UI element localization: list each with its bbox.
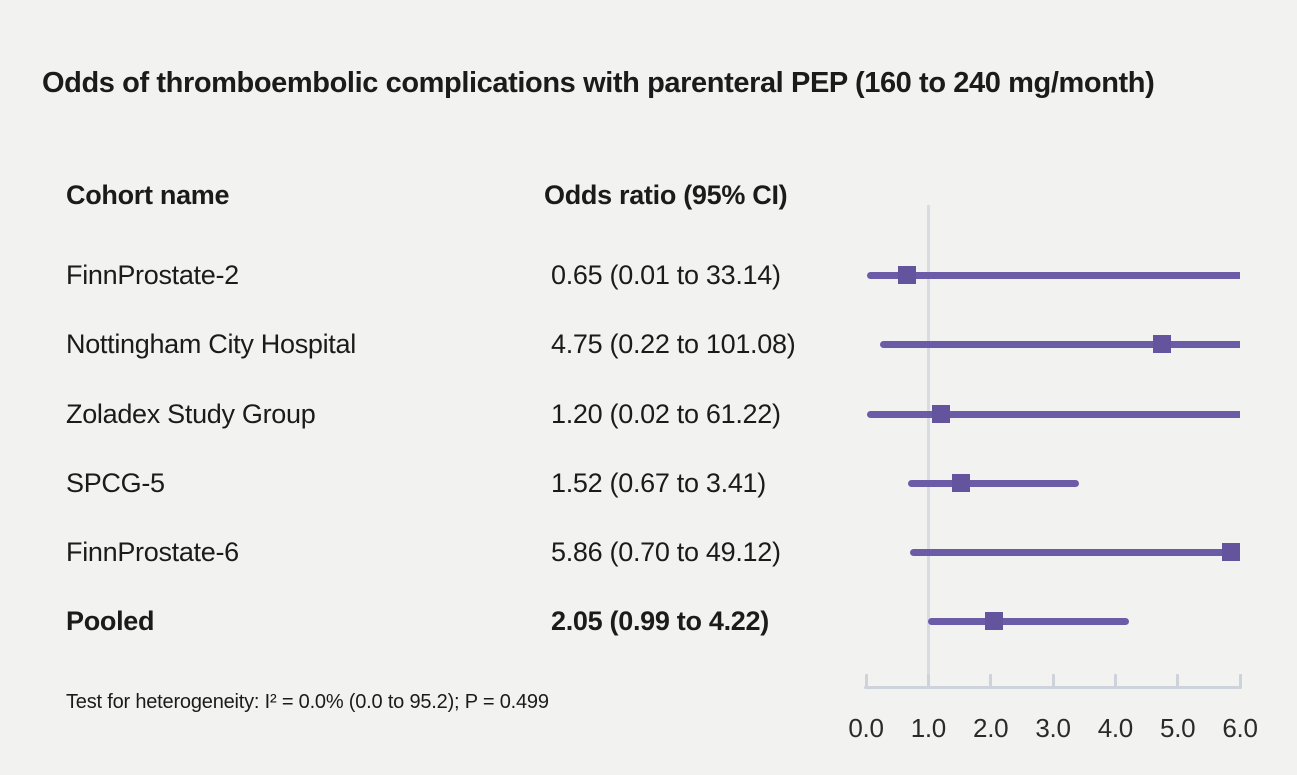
column-header-odds-ratio: Odds ratio (95% CI): [544, 180, 788, 210]
x-axis-tick-label: 5.0: [1160, 713, 1196, 743]
x-axis-tick-label: 6.0: [1222, 713, 1258, 743]
odds-ratio-value: 1.20 (0.02 to 61.22): [551, 399, 781, 429]
odds-ratio-marker: [1153, 335, 1172, 353]
ci-line: [867, 410, 1240, 418]
forest-row: SPCG-5 1.52 (0.67 to 3.41): [0, 466, 1297, 500]
cohort-name-label: Pooled: [66, 606, 155, 636]
cohort-name-label: FinnProstate-6: [66, 537, 239, 567]
odds-ratio-marker: [984, 612, 1003, 630]
x-axis-tick-label: 3.0: [1035, 713, 1071, 743]
x-axis-tick: [926, 674, 930, 687]
forest-row: Nottingham City Hospital 4.75 (0.22 to 10…: [0, 327, 1297, 361]
x-axis-tick: [1238, 674, 1242, 687]
x-axis-tick-label: 0.0: [848, 713, 884, 743]
forest-row: FinnProstate-2 0.65 (0.01 to 33.14): [0, 258, 1297, 292]
cohort-name-label: Nottingham City Hospital: [66, 329, 356, 359]
x-axis-tick: [989, 674, 993, 687]
ci-line: [866, 271, 1240, 279]
x-axis-tick: [1051, 674, 1055, 687]
x-axis-tick-label: 4.0: [1097, 713, 1134, 743]
odds-ratio-marker: [931, 405, 950, 423]
odds-ratio-value: 2.05 (0.99 to 4.22): [551, 606, 769, 636]
heterogeneity-footnote: Test for heterogeneity: I² = 0.0% (0.0 t…: [66, 691, 549, 713]
ci-line: [907, 479, 1079, 487]
ci-line: [909, 548, 1240, 556]
x-axis-tick: [1113, 674, 1117, 687]
reference-line: [926, 205, 930, 689]
forest-row: Zoladex Study Group 1.20 (0.02 to 61.22): [0, 397, 1297, 431]
x-axis-tick: [1176, 674, 1180, 687]
odds-ratio-value: 4.75 (0.22 to 101.08): [551, 329, 796, 359]
cohort-name-label: Zoladex Study Group: [66, 399, 316, 429]
cohort-name-label: SPCG-5: [66, 468, 165, 498]
x-axis-line: [864, 686, 1242, 689]
ci-line: [879, 340, 1240, 348]
forest-row: Pooled 2.05 (0.99 to 4.22): [0, 604, 1297, 638]
ci-line: [927, 617, 1130, 625]
figure-title: Odds of thromboembolic complications wit…: [42, 67, 1155, 99]
x-axis-tick-label: 1.0: [910, 713, 947, 743]
cohort-name-label: FinnProstate-2: [66, 260, 239, 290]
odds-ratio-marker: [1222, 543, 1241, 561]
odds-ratio-marker: [951, 474, 970, 492]
odds-ratio-value: 1.52 (0.67 to 3.41): [551, 468, 766, 498]
x-axis-tick: [864, 674, 868, 687]
column-header-cohort: Cohort name: [66, 180, 230, 210]
forest-row: FinnProstate-6 5.86 (0.70 to 49.12): [0, 535, 1297, 569]
x-axis-tick-label: 2.0: [973, 713, 1009, 743]
odds-ratio-value: 0.65 (0.01 to 33.14): [551, 260, 781, 290]
odds-ratio-value: 5.86 (0.70 to 49.12): [551, 537, 781, 567]
odds-ratio-marker: [897, 266, 916, 284]
